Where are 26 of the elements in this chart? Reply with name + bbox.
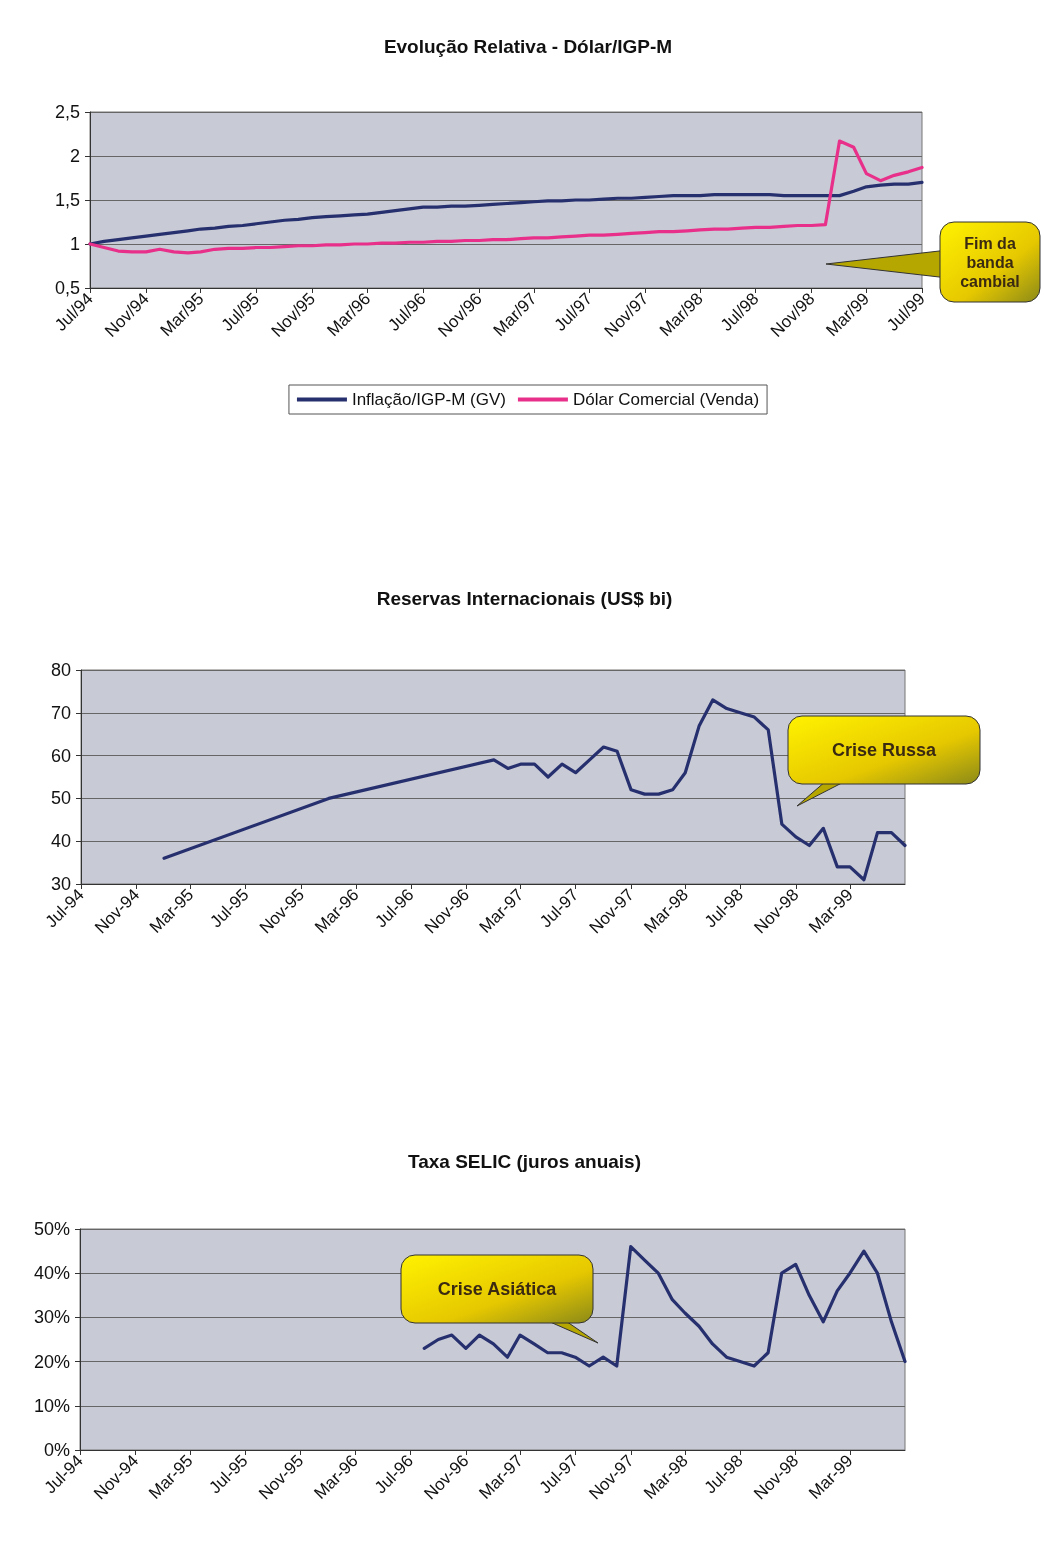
y-tick-label: 30% <box>33 1307 70 1328</box>
line-series <box>88 180 924 246</box>
chart-title: Taxa SELIC (juros anuais) <box>408 1151 641 1172</box>
chart-title: Evolução Relativa - Dólar/IGP-M <box>383 36 673 57</box>
y-tick-label: 1,5 <box>54 190 80 210</box>
y-tick-label: 2 <box>69 146 80 166</box>
y-tick-label: 80 <box>50 660 71 680</box>
y-tick-label: 60 <box>50 745 71 766</box>
chart-title: Reservas Internacionais (US$ bi) <box>376 588 673 609</box>
line-series <box>88 139 924 255</box>
legend-label: Inflação/IGP-M (GV) <box>351 390 506 409</box>
y-tick-label: 1 <box>69 234 80 254</box>
y-tick-label: 50 <box>50 788 71 809</box>
annotation: Crise Russa <box>830 739 938 762</box>
y-tick-label: 10% <box>33 1395 70 1416</box>
y-tick-label: 50% <box>33 1219 70 1239</box>
y-tick-label: 0% <box>43 1440 70 1460</box>
y-tick-label: 40% <box>33 1263 70 1284</box>
legend-label: Dólar Comercial (Venda) <box>572 390 760 409</box>
y-tick-label: 40 <box>50 831 71 852</box>
y-tick-label: 70 <box>50 702 71 723</box>
annotation: Crise Asiática <box>436 1278 558 1301</box>
y-tick-label: 20% <box>33 1351 70 1372</box>
y-tick-label: 30 <box>50 874 71 894</box>
line-series <box>422 1245 907 1368</box>
y-tick-label: 2,5 <box>54 102 80 122</box>
